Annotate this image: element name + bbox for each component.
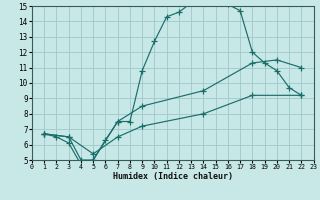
- X-axis label: Humidex (Indice chaleur): Humidex (Indice chaleur): [113, 172, 233, 181]
